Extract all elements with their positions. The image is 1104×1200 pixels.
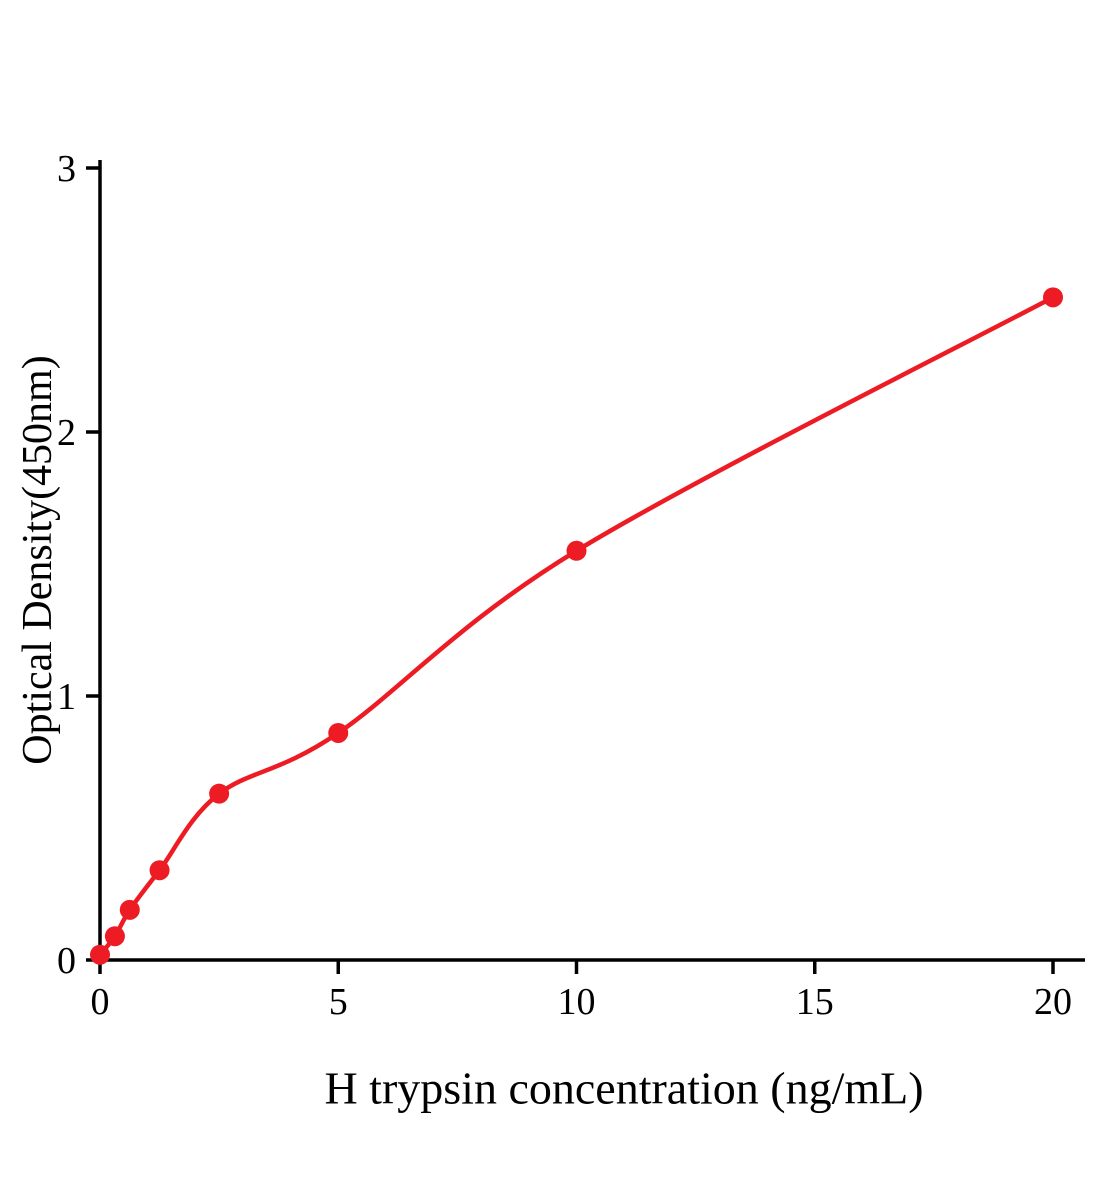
- data-point: [1043, 287, 1063, 308]
- x-tick-label: 15: [796, 981, 834, 1023]
- standard-curve-line: [97, 295, 1056, 957]
- data-point: [209, 783, 230, 804]
- y-tick-label: 1: [57, 676, 76, 718]
- data-point: [566, 540, 587, 561]
- data-point: [149, 860, 170, 881]
- x-axis-title: H trypsin concentration (ng/mL): [324, 1062, 924, 1114]
- data-point: [328, 722, 349, 743]
- data-point: [119, 899, 140, 920]
- y-tick-label: 3: [57, 148, 76, 190]
- x-tick-label: 5: [329, 981, 348, 1023]
- y-axis-title: Optical Density(450nm): [15, 355, 61, 765]
- x-tick-label: 0: [91, 981, 110, 1023]
- x-tick-label: 10: [558, 981, 596, 1023]
- data-point: [90, 944, 110, 965]
- y-tick-label: 2: [57, 412, 76, 454]
- data-point: [104, 926, 125, 947]
- x-tick-label: 20: [1034, 981, 1072, 1023]
- y-tick-label: 0: [57, 940, 76, 982]
